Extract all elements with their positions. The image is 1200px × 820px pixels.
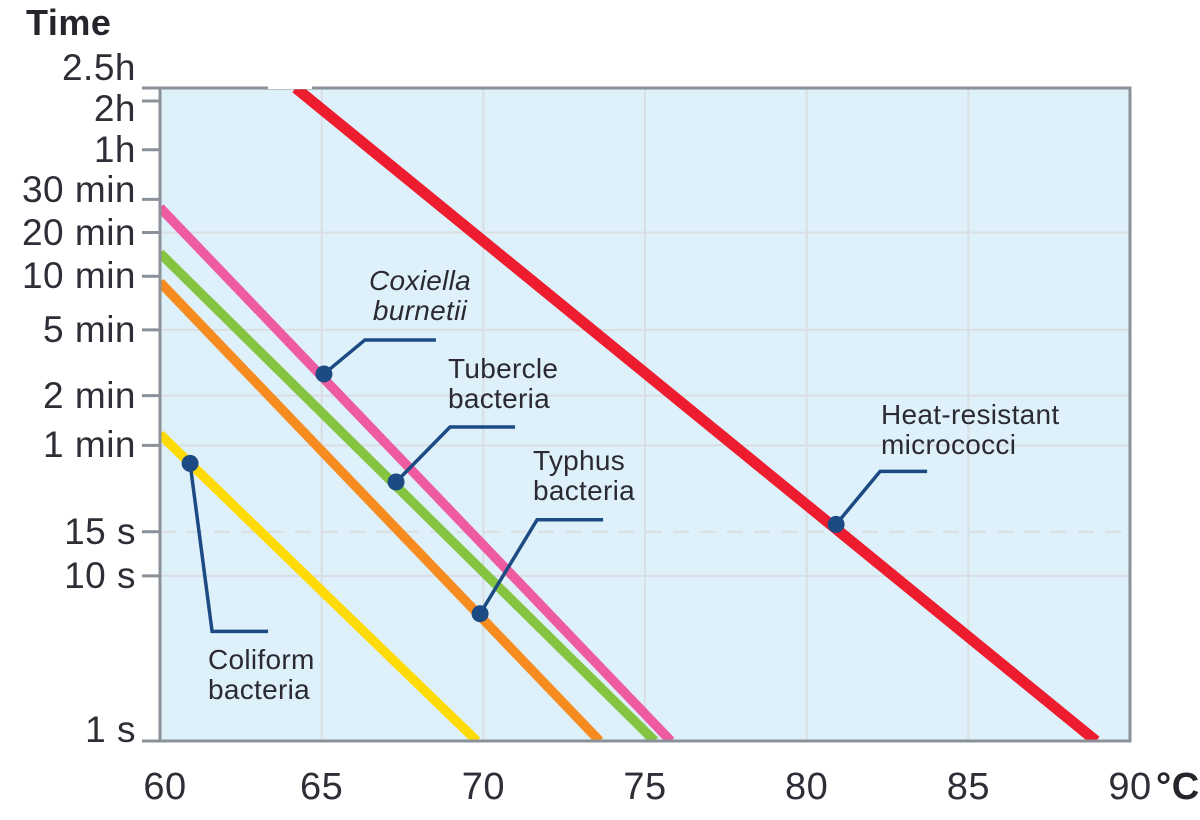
y-tick-label-2h: 2h: [93, 88, 136, 129]
x-tick-label-90: 90: [1108, 766, 1152, 808]
x-tick-label-70: 70: [461, 766, 505, 808]
x-tick-label-85: 85: [946, 766, 990, 808]
series-line-typhus-bacteria: [161, 278, 604, 740]
annotation-label-line: Coxiella: [369, 265, 471, 296]
x-tick-label-75: 75: [623, 766, 667, 808]
annotation-label-line: micrococci: [881, 429, 1017, 460]
border-notch-mask: [268, 66, 312, 89]
annotation-dot-coxiella-burnetii: [315, 365, 333, 383]
annotation-label-line: bacteria: [533, 475, 636, 506]
annotation-leader-heat-resistant-micrococci: [834, 469, 928, 526]
y-tick-label-20-min: 20 min: [21, 211, 136, 253]
y-tick-label-1h: 1h: [93, 128, 136, 170]
x-tick-label-80: 80: [785, 766, 829, 808]
annotation-label-heat-resistant-micrococci: Heat-resistant micrococci: [881, 400, 1060, 460]
y-tick-label-5-min: 5 min: [43, 308, 136, 350]
annotation-dot-coliform-bacteria: [181, 454, 199, 472]
x-axis-unit-label: °C: [1156, 766, 1200, 808]
series-line-tubercle-bacteria: [161, 249, 659, 740]
annotation-label-line: Typhus: [533, 445, 626, 476]
y-tick-label-30-min: 30 min: [21, 169, 136, 211]
annotation-label-line: Coliform: [208, 644, 315, 675]
x-tick-label-60: 60: [143, 766, 187, 808]
y-tick-label-10-min: 10 min: [21, 255, 136, 297]
y-tick-label-1-s: 1 s: [85, 709, 136, 750]
annotation-leader-coxiella-burnetii: [322, 338, 436, 376]
series-line-coliform-bacteria: [161, 430, 481, 740]
annotation-label-tubercle-bacteria: Tubercle bacteria: [448, 354, 558, 414]
annotation-label-coxiella-burnetii: Coxiella burnetii: [369, 266, 471, 326]
annotation-dot-tubercle-bacteria: [387, 473, 405, 491]
annotation-label-line: bacteria: [448, 383, 551, 414]
annotation-label-line: Heat-resistant: [881, 399, 1060, 430]
annotation-leader-tubercle-bacteria: [394, 425, 516, 484]
y-axis-title: Time: [26, 2, 112, 43]
plot-border: [158, 86, 1132, 743]
y-tick-label-1-min: 1 min: [43, 424, 136, 466]
annotation-leader-typhus-bacteria: [478, 517, 604, 615]
annotation-label-typhus-bacteria: Typhus bacteria: [533, 446, 635, 506]
y-tick-label-15-s: 15 s: [64, 510, 136, 552]
annotation-label-coliform-bacteria: Coliform bacteria: [208, 645, 315, 705]
annotation-label-line: Tubercle: [448, 353, 559, 384]
y-tick-label-2-min: 2 min: [43, 374, 136, 416]
series-line-heat-resistant-micrococci: [292, 89, 1100, 740]
x-tick-label-65: 65: [300, 766, 344, 808]
y-tick-label-2-5h: 2.5h: [61, 47, 136, 88]
annotation-label-line: burnetii: [372, 295, 468, 326]
annotation-dot-typhus-bacteria: [471, 605, 489, 623]
series-line-coxiella-burnetii: [161, 204, 675, 740]
annotation-leader-coliform-bacteria: [188, 463, 269, 634]
annotation-label-line: bacteria: [208, 674, 311, 705]
y-tick-label-10-s: 10 s: [64, 554, 136, 596]
annotation-dot-heat-resistant-micrococci: [827, 515, 845, 533]
